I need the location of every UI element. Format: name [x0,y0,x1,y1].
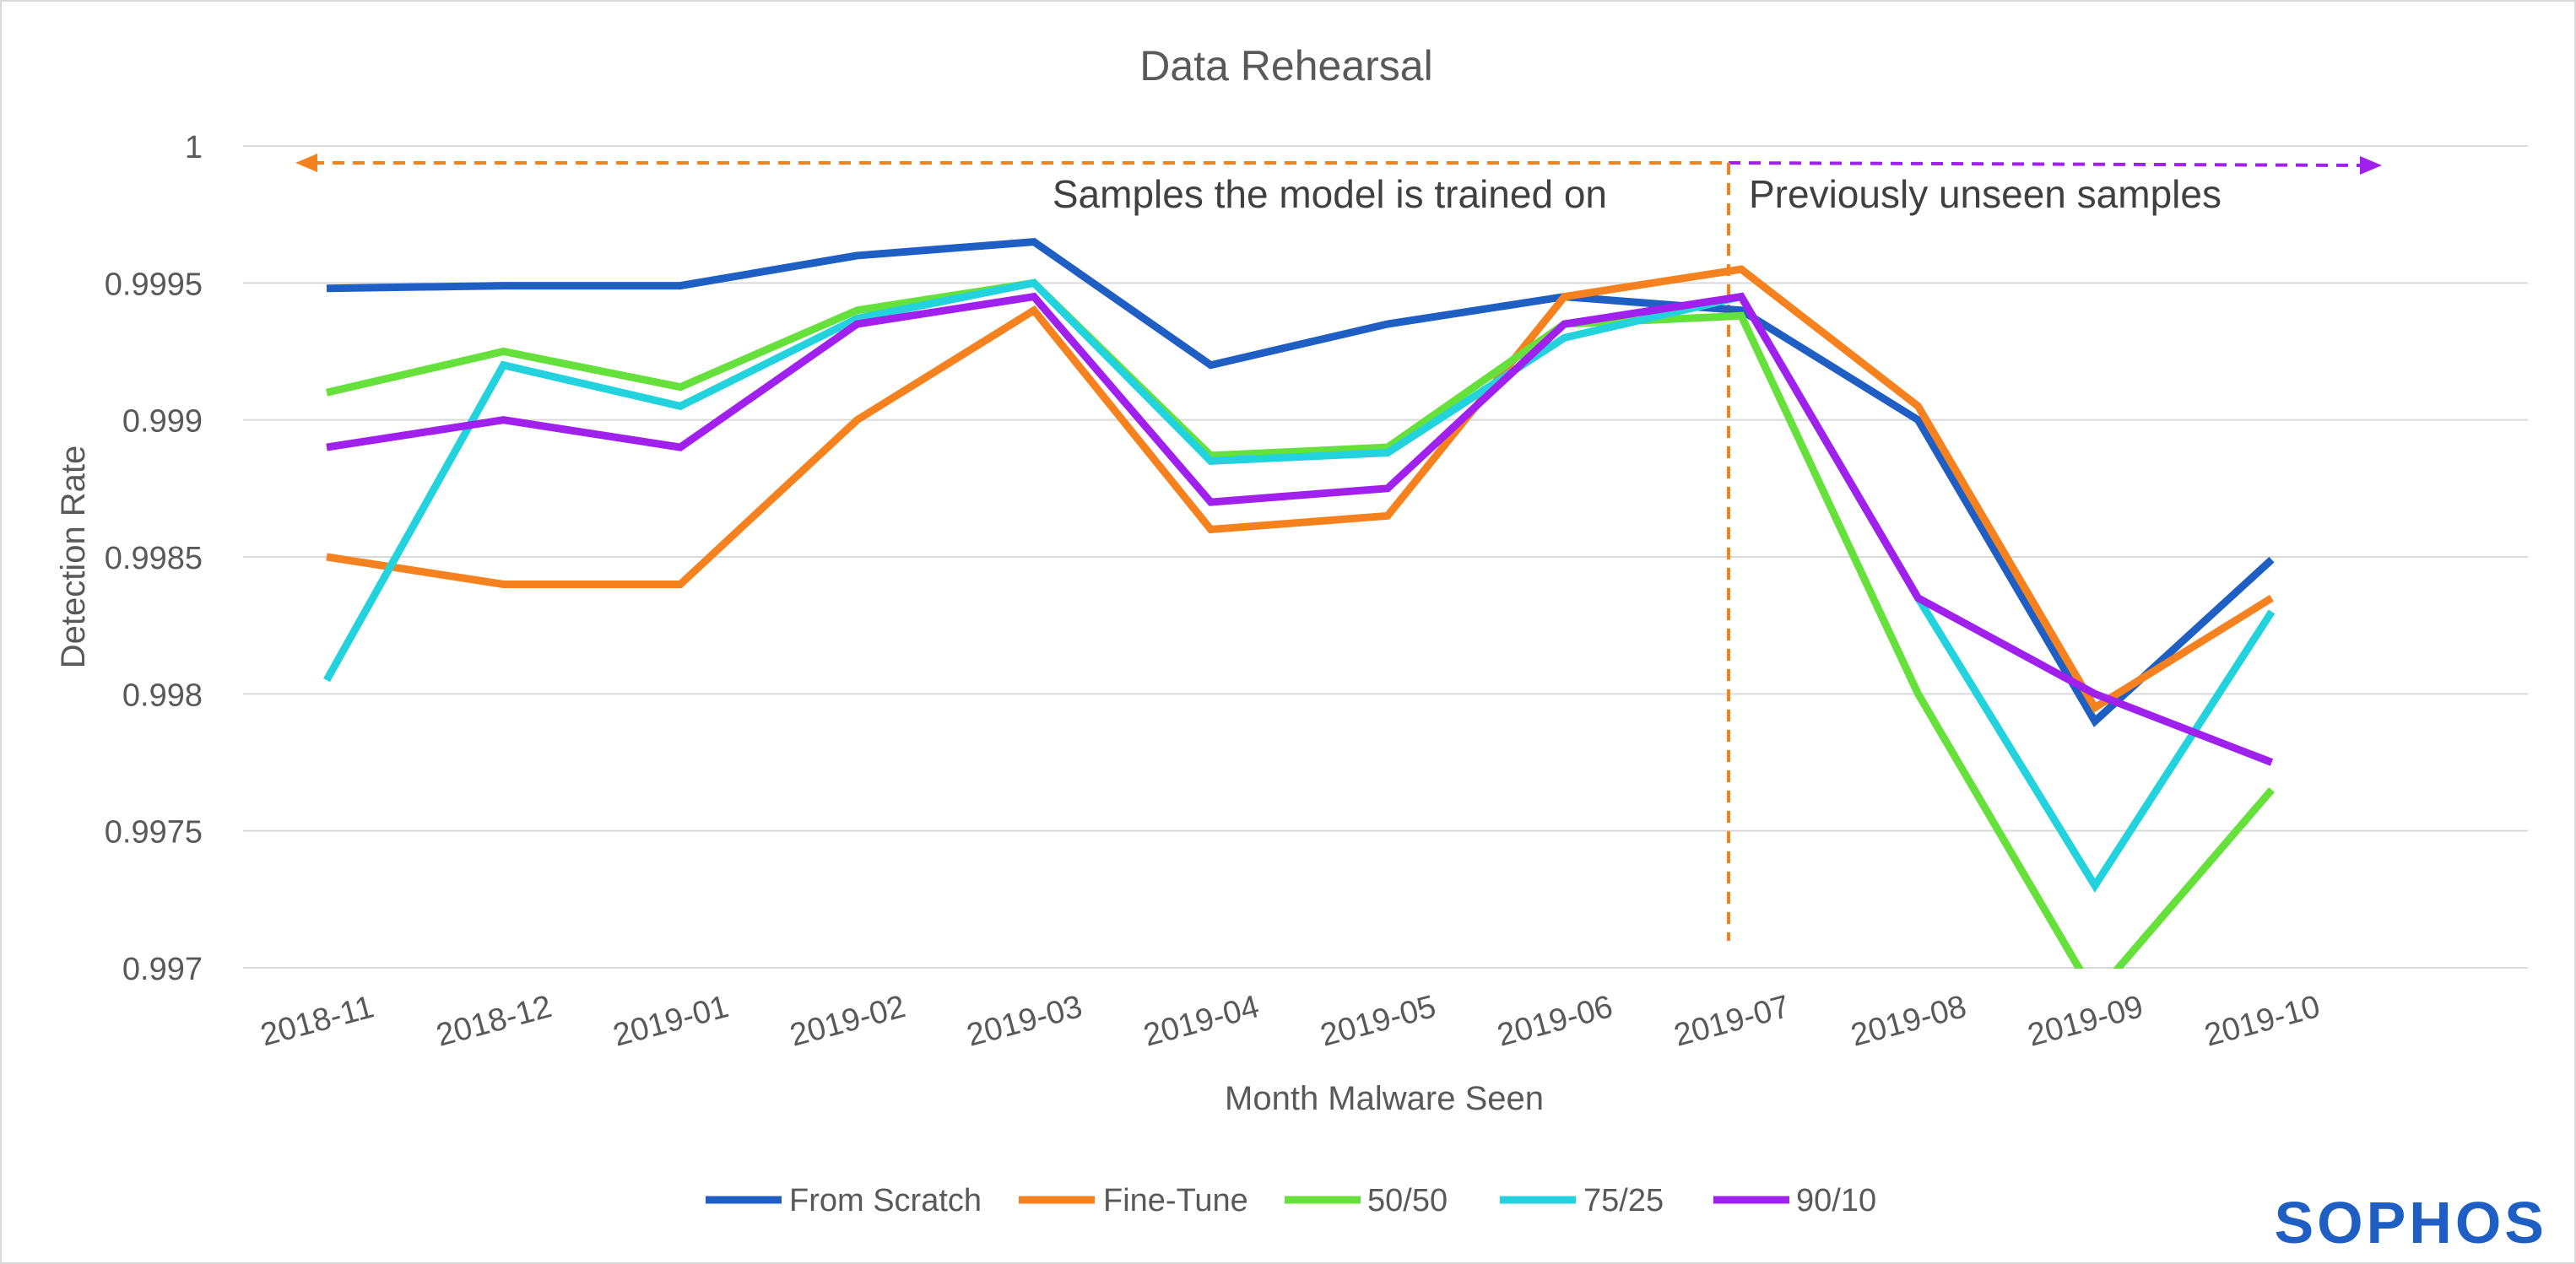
legend-label: From Scratch [789,1183,982,1218]
gridlines [243,145,2528,969]
x-tick-label: 2019-08 [1848,989,1971,1054]
legend-label: 50/50 [1367,1183,1448,1218]
y-tick-label: 0.9975 [105,815,203,851]
x-tick-label: 2019-02 [787,989,910,1054]
series-line-3 [323,278,2276,894]
legend-label: 75/25 [1583,1183,1664,1218]
legend-label: 90/10 [1796,1183,1876,1218]
y-axis-ticks: 1 0.9995 0.999 0.9985 0.998 0.9975 0.997 [105,130,203,987]
series-line-1 [326,265,2274,713]
x-tick-label: 2018-11 [257,989,377,1053]
y-tick-label: 0.997 [122,952,203,987]
series-line-0 [326,237,2275,727]
annotations: Samples the model is trained on Previous… [295,154,2382,941]
series-lines [323,237,2276,969]
trained-arrow-head [295,154,317,172]
x-tick-label: 2019-10 [2201,989,2324,1054]
x-tick-label: 2019-05 [1317,989,1440,1054]
x-tick-label: 2019-01 [609,989,733,1054]
unseen-arrow-line [1728,161,2366,167]
x-tick-label: 2018-12 [433,989,556,1054]
x-tick-label: 2019-09 [2024,989,2147,1054]
x-tick-label: 2019-06 [1494,989,1617,1054]
trained-label: Samples the model is trained on [1053,172,1607,216]
x-tick-label: 2019-04 [1140,989,1264,1054]
legend: From Scratch Fine-Tune 50/50 75/25 90/10 [706,1183,1876,1218]
x-tick-label: 2019-07 [1670,989,1794,1054]
series-line-2 [325,278,2275,969]
y-tick-label: 0.9985 [105,541,203,576]
sophos-logo: SOPHOS [2274,1190,2547,1256]
y-tick-label: 0.9995 [105,267,203,302]
series-line-4 [326,292,2274,766]
chart-title: Data Rehearsal [1139,42,1432,89]
unseen-arrow-head [2360,156,2382,175]
y-axis-label: Detection Rate [55,446,92,669]
unseen-label: Previously unseen samples [1749,172,2222,216]
y-tick-label: 1 [185,130,203,165]
legend-label: Fine-Tune [1103,1183,1248,1218]
x-tick-label: 2019-03 [963,989,1086,1054]
x-axis-ticks: 2018-11 2018-12 2019-01 2019-02 2019-03 2019-… [257,989,2324,1054]
y-tick-label: 0.998 [122,678,203,713]
x-axis-label: Month Malware Seen [1225,1080,1544,1117]
y-tick-label: 0.999 [122,404,203,440]
